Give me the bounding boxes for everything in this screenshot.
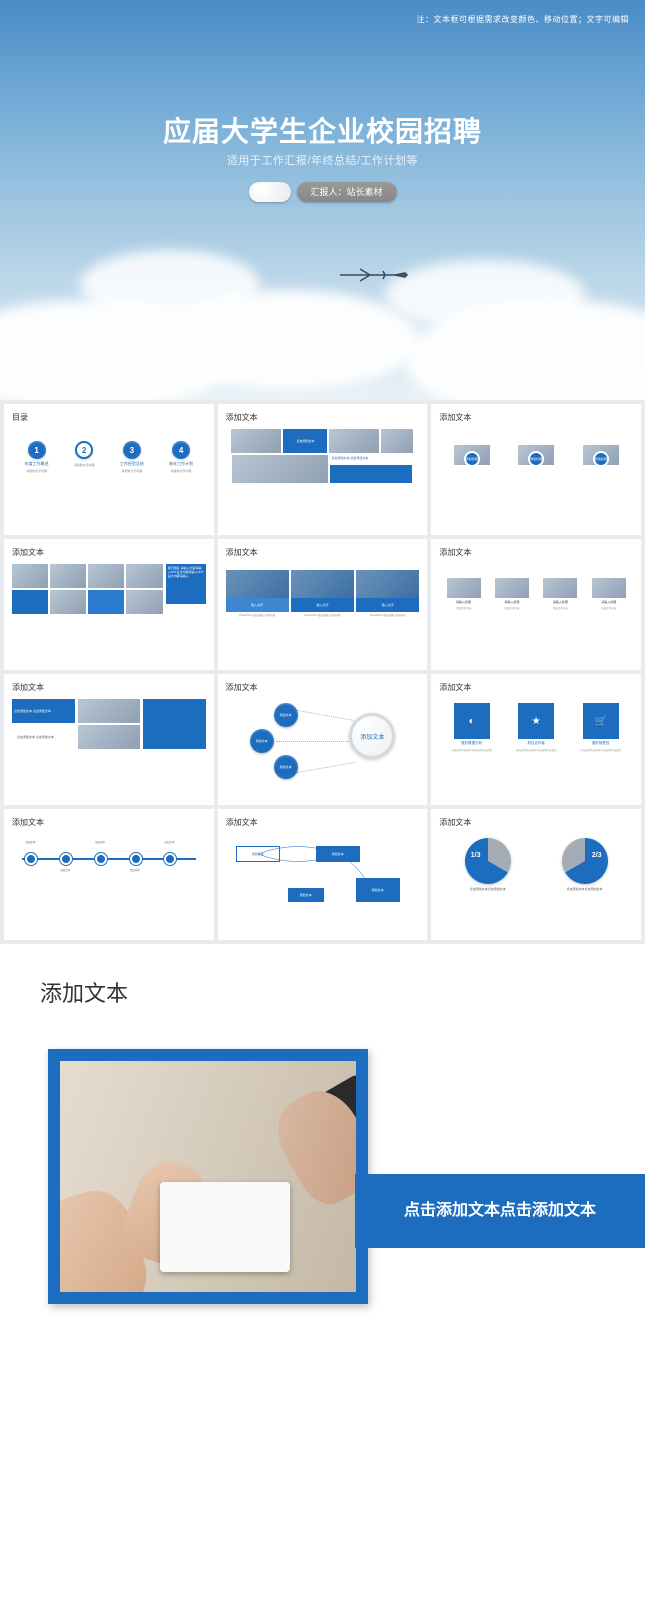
card-item: 请输入标题添加文本内容 [495, 578, 529, 610]
card-item: 输入文字PowerPoint 请在此输入您的内容 [356, 570, 419, 617]
reporter-label: 汇报人：站长素材 [296, 182, 396, 202]
badge-item: ◐ 做好数据分析 内容说明内容说明 内容说明内容说明 [449, 703, 495, 752]
framed-image [48, 1049, 368, 1304]
slide-title: 添加文本 [226, 817, 420, 828]
img-placeholder [50, 590, 86, 614]
slide-title: 添加文本 [12, 817, 206, 828]
slide-thumb-11[interactable]: 添加文本 添加文本 添加文本 添加文本 添加文本 [218, 809, 428, 940]
flow-node: 添加文本 [356, 878, 400, 902]
slide-thumb-6[interactable]: 添加文本 请输入标题添加文本内容 请输入标题添加文本内容 请输入标题添加文本内容… [431, 539, 641, 670]
text-block: 点击添加文本 点击添加文本 [330, 455, 412, 483]
flow-node: 添加文本 [288, 888, 324, 902]
toc-item: 4 新年工作计划 请替换文字内容 [169, 441, 193, 473]
chart-icon: ◐ [469, 716, 475, 727]
editor-note: 注：文本框可根据需求改变颜色、移动位置；文字可编辑 [417, 14, 630, 25]
timeline-line: 添加文本 添加文本 添加文本 添加文本 添加文本 [22, 858, 196, 860]
detail-title: 添加文本 [40, 976, 605, 1008]
img-placeholder [381, 429, 413, 453]
slide-title: 添加文本 [439, 547, 633, 558]
diagram-center: 添加文本 [349, 713, 395, 759]
toc-item: 1 年度工作概述 请替换文字内容 [25, 441, 49, 473]
slide-thumbnail-grid: 目录 1 年度工作概述 请替换文字内容 2 请替换文字内容 3 工作经验总结 请… [0, 400, 645, 944]
img-placeholder [78, 699, 141, 723]
img-placeholder [126, 564, 162, 588]
slide-title: 添加文本 [226, 682, 420, 693]
slide-thumb-2[interactable]: 添加文本 点击添加文本 点击添加文本 点击添加文本 [218, 404, 428, 535]
slide-thumb-10[interactable]: 添加文本 添加文本 添加文本 添加文本 添加文本 添加文本 [4, 809, 214, 940]
flow-node: 添加文本 [236, 846, 280, 862]
slide-thumb-7[interactable]: 添加文本 点击添加文本 点击添加文本 点击添加文本 点击添加文本 [4, 674, 214, 805]
color-block [143, 699, 206, 749]
img-placeholder [50, 564, 86, 588]
slide-title: 添加文本 [439, 817, 633, 828]
slide-title: 添加文本 [226, 412, 420, 423]
text-block: 点击添加文本 点击添加文本 [12, 699, 75, 723]
text-block: 点击添加文本 点击添加文本 [12, 725, 75, 749]
hero-cover-slide: 注：文本框可根据需求改变颜色、移动位置；文字可编辑 应届大学生企业校园招聘 适用… [0, 0, 645, 400]
img-placeholder [126, 590, 162, 614]
img-placeholder [88, 564, 124, 588]
text-block: 我们团队 请输入内容请输入PPT设计内容请输入PPT设计内容请输入 [166, 564, 206, 604]
slide-title: 添加文本 [439, 682, 633, 693]
card-item: 输入文字PowerPoint 请在此输入您的内容 [226, 570, 289, 617]
diagram-node: 添加文本 [250, 729, 274, 753]
star-icon: ★ [532, 716, 541, 727]
cart-icon: 🛒 [594, 716, 606, 727]
detail-text-box: 点击添加文本点击添加文本 [355, 1174, 645, 1248]
diagram-node: 添加文本 [274, 755, 298, 779]
toc-item: 3 工作经验总结 请替换文字内容 [120, 441, 144, 473]
img-placeholder [232, 455, 328, 483]
slide-thumb-3[interactable]: 添加文本 添加标题 添加标题 添加标题 [431, 404, 641, 535]
slide-title: 添加文本 [226, 547, 420, 558]
slide-thumb-toc[interactable]: 目录 1 年度工作概述 请替换文字内容 2 请替换文字内容 3 工作经验总结 请… [4, 404, 214, 535]
toc-item: 2 请替换文字内容 [74, 441, 95, 473]
bubble-decoration [248, 182, 290, 202]
pie-item: 2/3 点击添加文本点击添加文本 [562, 838, 608, 891]
slide-title: 添加文本 [12, 682, 206, 693]
img-placeholder [12, 564, 48, 588]
card-item: 请输入标题添加文本内容 [543, 578, 577, 610]
cloud-bg [0, 190, 645, 400]
text-block: 点击添加文本 [283, 429, 327, 453]
pie-item: 1/3 点击添加文本点击添加文本 [465, 838, 511, 891]
slide-thumb-12[interactable]: 添加文本 1/3 点击添加文本点击添加文本 2/3 点击添加文本点击添加文本 [431, 809, 641, 940]
slide-thumb-4[interactable]: 添加文本 我们团队 请输入内容请输入PPT设计内容请输入PPT设计内容请输入 [4, 539, 214, 670]
slide-thumb-5[interactable]: 添加文本 输入文字PowerPoint 请在此输入您的内容 输入文字PowerP… [218, 539, 428, 670]
reporter-bubble: 汇报人：站长素材 [248, 182, 396, 202]
color-block [12, 590, 48, 614]
airplane-icon [335, 265, 415, 285]
slide-thumb-8[interactable]: 添加文本 添加文本 添加文本 添加文本 添加文本 [218, 674, 428, 805]
flow-node: 添加文本 [316, 846, 360, 862]
img-placeholder [231, 429, 281, 453]
slide-title: 目录 [12, 412, 206, 423]
card-item: 添加标题 [454, 445, 490, 465]
img-placeholder [329, 429, 379, 453]
card-item: 输入文字PowerPoint 请在此输入您的内容 [291, 570, 354, 617]
badge-item: ★ 抓住合作者 内容说明内容说明 内容说明内容说明 [513, 703, 559, 752]
card-item: 请输入标题添加文本内容 [447, 578, 481, 610]
detail-text: 点击添加文本点击添加文本 [404, 1200, 596, 1222]
card-item: 添加标题 [518, 445, 554, 465]
img-placeholder [78, 725, 141, 749]
card-item: 请输入标题添加文本内容 [592, 578, 626, 610]
diagram-node: 添加文本 [274, 703, 298, 727]
color-block [88, 590, 124, 614]
slide-title: 添加文本 [12, 547, 206, 558]
slide-thumb-9[interactable]: 添加文本 ◐ 做好数据分析 内容说明内容说明 内容说明内容说明 ★ 抓住合作者 … [431, 674, 641, 805]
detail-slide: 添加文本 点击添加文本点击添加文本 [0, 944, 645, 1374]
card-item: 添加标题 [583, 445, 619, 465]
slide-title: 添加文本 [439, 412, 633, 423]
cover-title: 应届大学生企业校园招聘 [0, 110, 645, 150]
cover-subtitle: 适用于工作汇报/年终总结/工作计划等 [0, 152, 645, 168]
badge-item: 🛒 做好销售性 内容说明内容说明 内容说明内容说明 [578, 703, 624, 752]
